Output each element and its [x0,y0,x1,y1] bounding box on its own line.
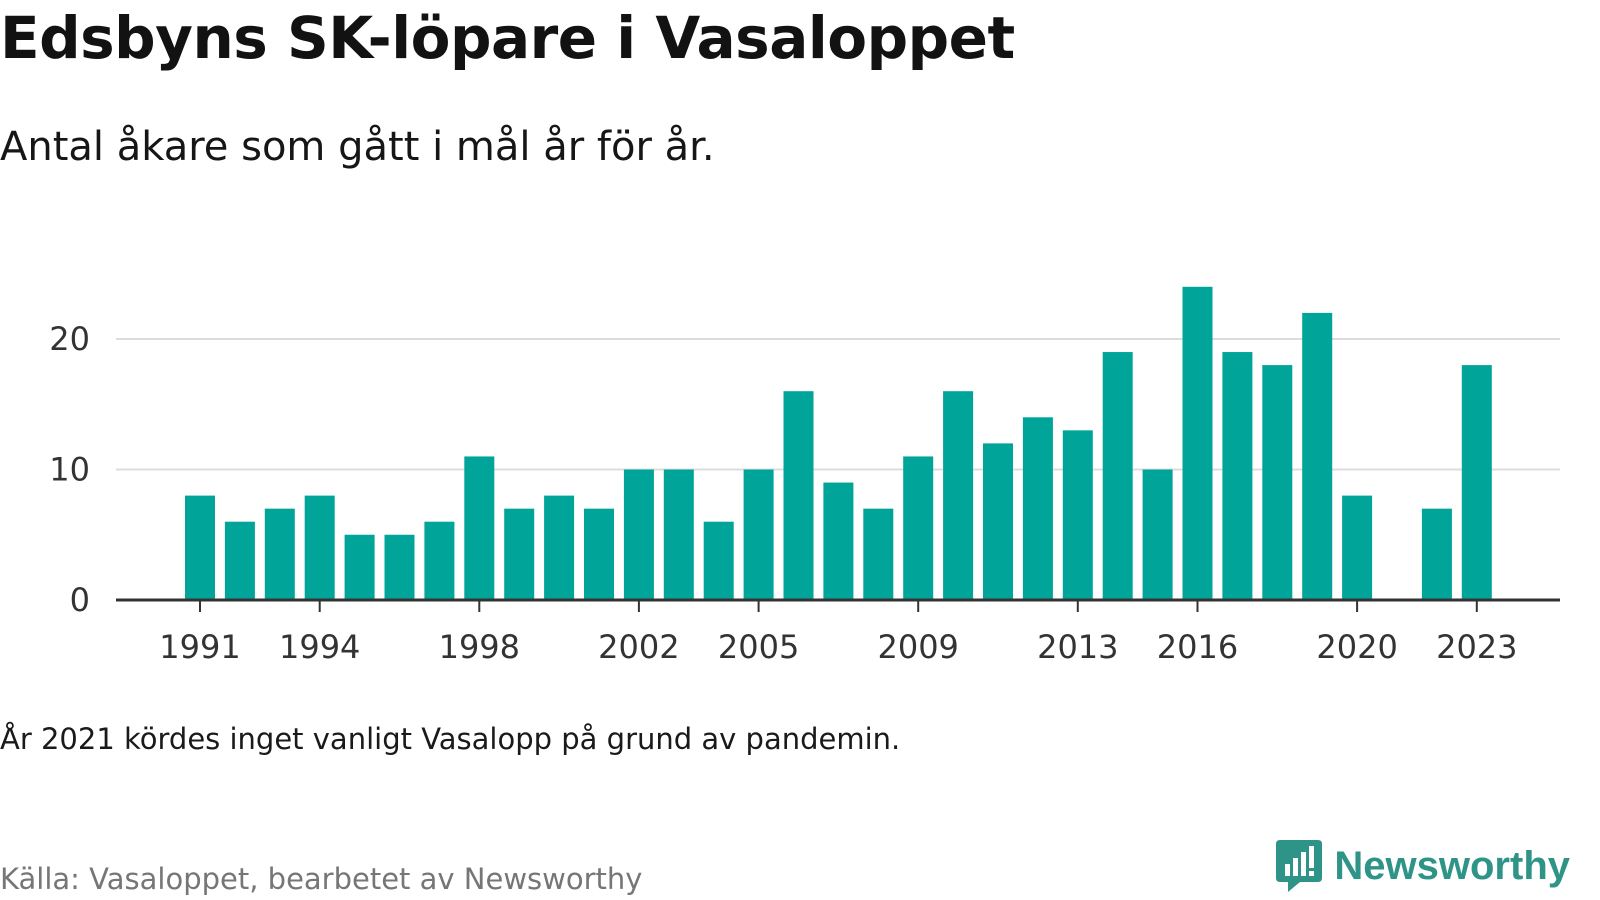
bar-2008 [863,508,894,600]
bar-2013 [1062,430,1093,600]
x-tick-label: 2005 [718,628,799,666]
bar-2023 [1461,365,1492,600]
bar-2020 [1342,495,1373,600]
bar-2009 [903,456,934,600]
bar-1995 [344,534,375,600]
bar-chart: 0 10 20 1991 1994 1998 2002 2005 2009 2013 2016 20… [49,286,1560,666]
bar-2007 [823,482,854,600]
bar-2006 [783,391,814,600]
brand-logo: Newsworthy [1274,838,1570,894]
bar-2017 [1222,352,1253,600]
bar-2022 [1421,508,1452,600]
x-tick-label: 2016 [1157,628,1238,666]
bar-2004 [703,521,734,600]
x-tick-label: 2023 [1436,628,1517,666]
source-credit: Källa: Vasaloppet, bearbetet av Newswort… [0,862,643,896]
x-tick-label: 2009 [877,628,958,666]
bar-2019 [1302,312,1333,600]
bar-1997 [424,521,455,600]
brand-name: Newsworthy [1334,843,1570,888]
x-tick-label: 1994 [279,628,360,666]
y-axis-tick-labels: 0 10 20 [49,320,90,619]
bar-1992 [224,521,255,600]
bar-2016 [1182,286,1213,600]
bar-2018 [1262,365,1293,600]
bar-2012 [1022,417,1053,600]
bar-2014 [1102,352,1133,600]
y-tick-label: 0 [70,581,90,619]
bar-2005 [743,469,774,600]
bar-2003 [663,469,694,600]
bar-1999 [504,508,535,600]
x-tick-label: 2002 [598,628,679,666]
x-tick-label: 2013 [1037,628,1118,666]
x-tick-label: 1998 [439,628,520,666]
x-tick-label: 1991 [159,628,240,666]
bar-2000 [544,495,575,600]
x-axis-ticks: 1991 1994 1998 2002 2005 2009 2013 2016 2020 2023 [159,600,1518,666]
chart-subtitle: Antal åkare som gått i mål år för år. [0,124,715,170]
bar-1991 [185,495,215,600]
y-tick-label: 10 [49,451,90,489]
bar-2002 [623,469,654,600]
bar-2011 [983,443,1013,600]
x-tick-label: 2020 [1316,628,1397,666]
gridlines [116,338,1560,471]
bar-2015 [1142,469,1173,600]
bars [185,286,1492,600]
bar-chart-icon [1276,840,1323,892]
bar-1994 [304,495,335,600]
bar-1998 [464,456,495,600]
bar-1996 [384,534,415,600]
bar-2010 [943,391,974,600]
y-tick-label: 20 [49,320,90,358]
bar-1993 [264,508,295,600]
chart-note: År 2021 kördes inget vanligt Vasalopp på… [0,722,901,756]
bar-2001 [584,508,614,600]
chart-title: Edsbyns SK-löpare i Vasaloppet [0,4,1015,72]
